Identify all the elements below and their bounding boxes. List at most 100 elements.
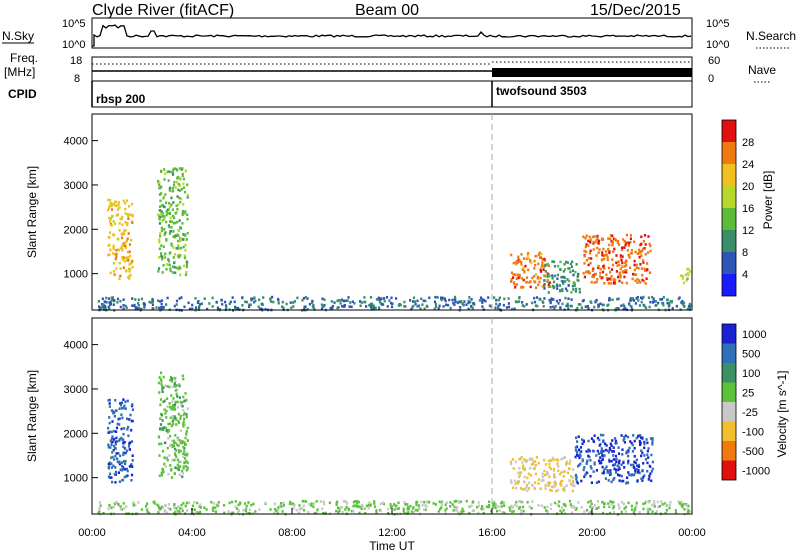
data-cell bbox=[555, 299, 558, 303]
data-cell bbox=[175, 204, 178, 208]
data-cell bbox=[617, 446, 620, 449]
data-cell bbox=[178, 421, 181, 424]
data-cell bbox=[629, 237, 632, 241]
data-cell bbox=[108, 421, 111, 425]
data-cell bbox=[114, 447, 117, 450]
data-cell bbox=[683, 305, 686, 308]
data-cell bbox=[184, 249, 187, 252]
data-cell bbox=[199, 303, 202, 306]
data-cell bbox=[479, 296, 483, 299]
freq-unit-label: [MHz] bbox=[4, 65, 35, 79]
nave-tick-low: 0 bbox=[708, 73, 714, 85]
data-cell bbox=[169, 508, 172, 511]
data-cell bbox=[598, 248, 601, 251]
data-cell bbox=[171, 173, 175, 176]
data-cell bbox=[176, 400, 179, 404]
data-cell bbox=[197, 511, 200, 515]
data-cell bbox=[170, 380, 174, 383]
data-cell bbox=[623, 270, 626, 274]
data-cell bbox=[482, 507, 485, 511]
data-cell bbox=[168, 405, 172, 409]
data-cell bbox=[553, 501, 557, 505]
data-cell bbox=[122, 460, 126, 463]
data-cell bbox=[549, 481, 552, 484]
data-cell bbox=[185, 429, 188, 433]
nsky-trace bbox=[92, 24, 692, 47]
data-cell bbox=[598, 461, 601, 465]
data-cell bbox=[651, 503, 654, 507]
data-cell bbox=[525, 303, 528, 306]
data-cell bbox=[161, 385, 164, 388]
data-cell bbox=[170, 220, 173, 223]
data-cell bbox=[662, 296, 665, 299]
data-cell bbox=[116, 457, 119, 461]
data-cell bbox=[614, 454, 618, 458]
data-cell bbox=[428, 500, 431, 504]
data-cell bbox=[522, 257, 526, 260]
freq-tick-low: 8 bbox=[74, 73, 80, 85]
data-cell bbox=[160, 380, 163, 383]
data-cell bbox=[500, 501, 503, 505]
data-cell bbox=[129, 254, 132, 258]
colorbar-segment bbox=[722, 382, 736, 402]
data-cell bbox=[98, 501, 101, 504]
data-cell bbox=[125, 269, 128, 272]
data-cell bbox=[114, 399, 117, 402]
data-cell bbox=[603, 267, 606, 270]
data-cell bbox=[563, 268, 567, 271]
data-cell bbox=[525, 485, 528, 489]
data-cell bbox=[520, 253, 523, 256]
data-cell bbox=[174, 452, 177, 455]
data-cell bbox=[533, 275, 536, 278]
data-cell bbox=[460, 300, 463, 303]
data-cell bbox=[402, 509, 405, 513]
data-cell bbox=[151, 307, 154, 310]
data-cell bbox=[615, 441, 618, 445]
data-cell bbox=[165, 201, 168, 205]
data-cell bbox=[600, 449, 603, 453]
data-cell bbox=[448, 298, 451, 302]
data-cell bbox=[117, 471, 120, 474]
data-cell bbox=[526, 254, 529, 257]
data-cell bbox=[550, 459, 553, 462]
data-cell bbox=[537, 262, 540, 266]
data-cell bbox=[624, 243, 627, 247]
data-cell bbox=[339, 506, 342, 510]
data-cell bbox=[151, 297, 154, 301]
data-cell bbox=[465, 303, 468, 306]
data-cell bbox=[481, 505, 484, 508]
data-cell bbox=[186, 183, 189, 187]
data-cell bbox=[118, 462, 121, 466]
data-cell bbox=[197, 505, 201, 508]
data-cell bbox=[273, 511, 276, 515]
data-cell bbox=[536, 304, 539, 308]
data-cell bbox=[518, 467, 521, 470]
x-tick-label: 00:00 bbox=[678, 527, 706, 539]
data-cell bbox=[252, 502, 255, 506]
data-cell bbox=[559, 306, 562, 309]
data-cell bbox=[114, 481, 117, 484]
data-cell bbox=[644, 458, 648, 461]
data-cell bbox=[160, 226, 163, 230]
data-cell bbox=[128, 465, 131, 468]
data-cell bbox=[416, 509, 419, 512]
data-cell bbox=[301, 506, 304, 510]
data-cell bbox=[179, 197, 183, 201]
data-cell bbox=[601, 303, 604, 307]
data-cell bbox=[118, 439, 121, 442]
data-cell bbox=[174, 236, 177, 239]
data-cell bbox=[625, 269, 628, 272]
data-cell bbox=[553, 481, 556, 484]
data-cell bbox=[649, 244, 652, 248]
data-cell bbox=[420, 297, 423, 301]
data-cell bbox=[381, 501, 385, 505]
data-cell bbox=[521, 500, 524, 504]
data-cell bbox=[122, 242, 125, 245]
data-cell bbox=[627, 244, 631, 247]
data-cell bbox=[570, 475, 573, 478]
data-cell bbox=[166, 212, 169, 215]
data-cell bbox=[125, 199, 129, 202]
data-cell bbox=[604, 250, 608, 253]
data-cell bbox=[614, 278, 617, 282]
